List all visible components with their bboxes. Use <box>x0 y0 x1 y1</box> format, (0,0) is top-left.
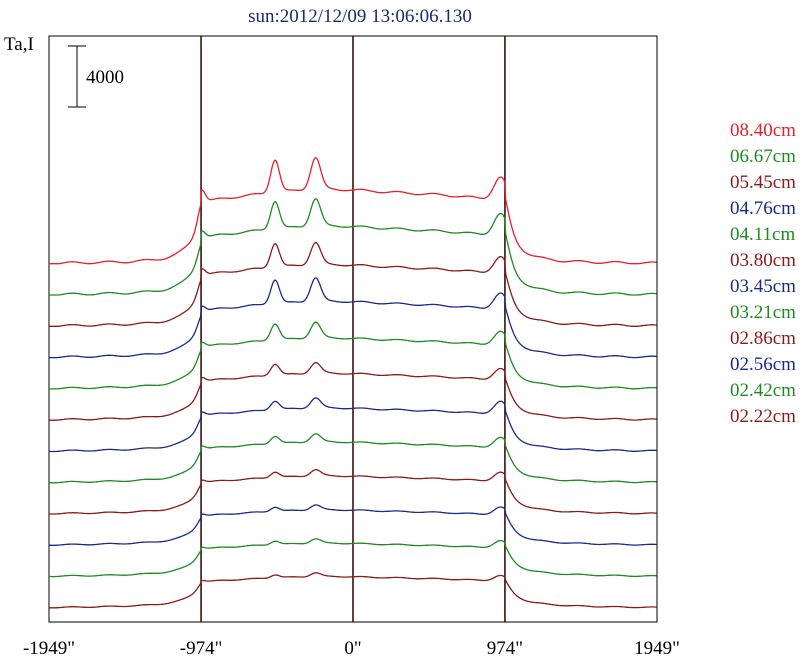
legend-entry: 03.21cm <box>730 302 796 323</box>
legend: 08.40cm 06.67cm 05.45cm 04.76cm 04.11cm 03.80… <box>730 120 796 427</box>
series-line-06.67cm <box>49 198 657 296</box>
series-line-04.76cm <box>49 277 657 359</box>
x-tick-label: 0" <box>344 638 361 659</box>
legend-entry: 08.40cm <box>730 120 796 141</box>
x-tick-label: -974" <box>180 638 223 659</box>
scale-bar: 4000 <box>68 45 124 108</box>
legend-entry: 03.80cm <box>730 250 796 271</box>
x-tick-label: 1949" <box>634 638 680 659</box>
series-line-02.22cm <box>48 572 657 609</box>
legend-entry: 04.11cm <box>730 224 795 245</box>
series-line-02.56cm <box>49 504 657 546</box>
legend-entry: 04.76cm <box>730 198 796 219</box>
legend-entry: 02.56cm <box>730 354 796 375</box>
legend-entry: 02.42cm <box>730 380 796 401</box>
series-line-03.45cm <box>49 397 657 453</box>
chart-title: sun:2012/12/09 13:06:06.130 <box>248 6 472 27</box>
series-line-04.11cm <box>48 321 657 390</box>
scale-bar-label: 4000 <box>86 67 124 88</box>
legend-entry: 05.45cm <box>730 172 796 193</box>
series-line-03.21cm <box>48 433 657 484</box>
legend-entry: 06.67cm <box>730 146 796 167</box>
series-curves <box>48 156 657 609</box>
legend-entry: 02.86cm <box>730 328 796 349</box>
x-tick-label: 974" <box>487 638 523 659</box>
y-axis-label: Ta,I <box>4 34 34 55</box>
legend-entry: 02.22cm <box>730 406 796 427</box>
series-line-02.86cm <box>48 469 657 515</box>
series-line-02.42cm <box>49 538 657 578</box>
series-line-03.80cm <box>48 361 657 421</box>
x-tick-label: -1949" <box>23 638 75 659</box>
legend-entry: 03.45cm <box>730 276 796 297</box>
reference-lines <box>200 36 506 622</box>
series-line-08.40cm <box>49 156 657 265</box>
series-line-05.45cm <box>49 241 657 327</box>
x-axis-ticks: -1949" -974" 0" 974" 1949" <box>23 638 680 659</box>
